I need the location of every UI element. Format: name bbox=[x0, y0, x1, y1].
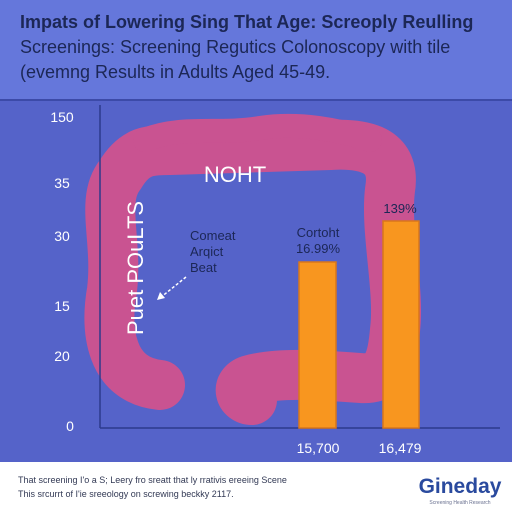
callout-arrow bbox=[159, 276, 187, 299]
y-tick-label: 15 bbox=[54, 298, 70, 314]
header-band bbox=[0, 0, 512, 100]
callout: Comeat Arqict Beat bbox=[190, 228, 236, 275]
bar-value-label: 139% bbox=[383, 201, 417, 216]
footer-text: That screening I'o a S; Leery fro sreatt… bbox=[18, 475, 287, 499]
y-tick-label: 30 bbox=[54, 228, 70, 244]
bar bbox=[382, 220, 420, 429]
bar-value-label: 16.99% bbox=[296, 241, 341, 256]
bar-labels: Cortoht 16.99% 139% 15,700 16,479 bbox=[296, 201, 422, 456]
logo: Gineday bbox=[419, 475, 502, 498]
x-tick-label: 15,700 bbox=[297, 440, 340, 456]
title-line: Screenings: Screening Regutics Colonosco… bbox=[20, 37, 450, 57]
callout-line: Beat bbox=[190, 260, 217, 275]
footer-line: That screening I'o a S; Leery fro sreatt… bbox=[18, 475, 287, 485]
bar bbox=[298, 261, 337, 429]
title-block: Impats of Lowering Sing That Age: Screop… bbox=[20, 12, 473, 82]
footer-band bbox=[0, 462, 512, 512]
y-tick-label: 150 bbox=[50, 109, 74, 125]
callout-line: Arqict bbox=[190, 244, 224, 259]
y-tick-label: 0 bbox=[66, 418, 74, 434]
colon-fold bbox=[133, 113, 382, 152]
y-tick-label: 20 bbox=[54, 348, 70, 364]
x-tick-label: 16,479 bbox=[379, 440, 422, 456]
title-line: (evemng Results in Adults Aged 45-49. bbox=[20, 62, 330, 82]
side-label: Puet POuLTS bbox=[123, 201, 148, 335]
axis-labels: 150 35 30 15 20 0 bbox=[50, 109, 74, 434]
title-line: Impats of Lowering Sing That Age: Screop… bbox=[20, 12, 473, 32]
callout-line: Comeat bbox=[190, 228, 236, 243]
y-tick-label: 35 bbox=[54, 175, 70, 191]
illustration-title: NOHT bbox=[204, 162, 266, 187]
arrow-head bbox=[157, 292, 165, 300]
logo-tagline: Screening Health Research bbox=[429, 500, 490, 506]
footer-line: This srcurrt of I'ie sreeology on screwi… bbox=[18, 489, 234, 499]
bar-top-label: Cortoht bbox=[297, 225, 340, 240]
